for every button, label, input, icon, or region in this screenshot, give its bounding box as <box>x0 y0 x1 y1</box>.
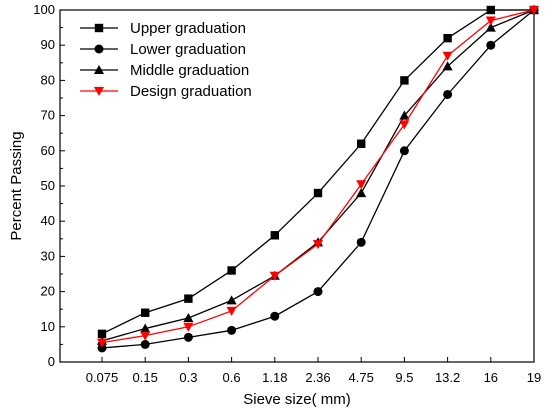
data-point <box>227 325 237 335</box>
data-point <box>356 188 367 198</box>
y-tick-label: 0 <box>48 354 55 369</box>
x-tick-label: 1.18 <box>262 370 287 385</box>
data-point <box>400 76 409 85</box>
data-point <box>140 339 150 349</box>
legend-label: Middle graduation <box>130 62 249 79</box>
y-tick-label: 30 <box>41 248 55 263</box>
x-tick-label: 2.36 <box>305 370 330 385</box>
x-axis: 0.075 0.15 0.3 0.6 1.18 2.36 4.75 9.5 13.2 16 19 <box>86 357 541 385</box>
data-point <box>399 120 410 130</box>
legend-marker <box>93 64 105 75</box>
y-axis: 0 10 20 30 40 50 60 70 80 90 100 <box>33 2 65 369</box>
legend-label: Upper graduation <box>130 20 246 37</box>
series-4 <box>96 5 540 348</box>
data-point <box>141 308 150 317</box>
data-point <box>183 322 194 332</box>
data-point <box>183 332 193 342</box>
data-point <box>313 188 323 198</box>
data-point <box>443 89 453 99</box>
y-tick-label: 60 <box>41 143 55 158</box>
data-point <box>356 180 367 190</box>
data-point <box>140 331 151 341</box>
data-point <box>183 312 194 323</box>
y-tick-label: 40 <box>41 213 55 228</box>
x-tick-label: 16 <box>484 370 498 385</box>
x-tick-label: 19 <box>527 370 541 385</box>
y-axis-title: Percent Passing <box>8 131 25 240</box>
data-point <box>528 5 540 16</box>
legend-marker <box>93 86 105 97</box>
data-point <box>140 323 151 333</box>
x-tick-label: 0.6 <box>223 370 241 385</box>
data-point <box>97 329 107 339</box>
data-point <box>399 110 410 120</box>
y-tick-label: 100 <box>33 2 55 17</box>
x-tick-label: 0.15 <box>133 370 158 385</box>
data-point <box>486 40 496 50</box>
data-point <box>399 146 409 156</box>
x-tick-label: 0.3 <box>179 370 197 385</box>
data-point <box>226 306 237 316</box>
legend-marker <box>94 23 104 33</box>
y-tick-label: 90 <box>41 37 55 52</box>
data-point <box>227 266 236 275</box>
y-tick-label: 70 <box>41 108 55 123</box>
data-point <box>486 5 495 15</box>
data-point <box>184 294 193 303</box>
y-tick-label: 10 <box>41 319 55 334</box>
data-point <box>442 51 453 61</box>
data-point <box>485 16 496 26</box>
y-tick-label: 20 <box>41 284 55 299</box>
y-tick-label: 80 <box>41 72 55 87</box>
data-point <box>442 61 453 71</box>
legend-label: Design graduation <box>130 83 252 100</box>
data-point <box>443 33 452 43</box>
data-point <box>357 139 366 148</box>
data-point <box>270 311 280 321</box>
legend-label: Lower graduation <box>130 41 246 58</box>
x-tick-label: 13.2 <box>435 370 460 385</box>
data-point <box>269 271 280 281</box>
series-1 <box>97 5 539 339</box>
x-tick-label: 9.5 <box>395 370 413 385</box>
x-axis-title: Sieve size( mm) <box>243 391 351 408</box>
data-point <box>485 22 496 32</box>
series-2 <box>97 5 539 353</box>
y-tick-label: 50 <box>41 178 55 193</box>
data-point <box>270 231 279 240</box>
x-tick-label: 4.75 <box>349 370 374 385</box>
data-point <box>226 295 237 305</box>
data-point <box>97 343 107 353</box>
series-line <box>101 9 534 335</box>
series-layer <box>96 4 540 353</box>
data-point <box>313 287 323 297</box>
data-point <box>96 338 108 348</box>
x-tick-label: 0.075 <box>86 370 119 385</box>
data-point <box>312 240 324 250</box>
series-line <box>101 9 535 349</box>
legend-marker <box>94 44 104 54</box>
data-point <box>356 237 366 247</box>
legend: Upper graduation Lower graduation Middle g… <box>80 20 252 100</box>
